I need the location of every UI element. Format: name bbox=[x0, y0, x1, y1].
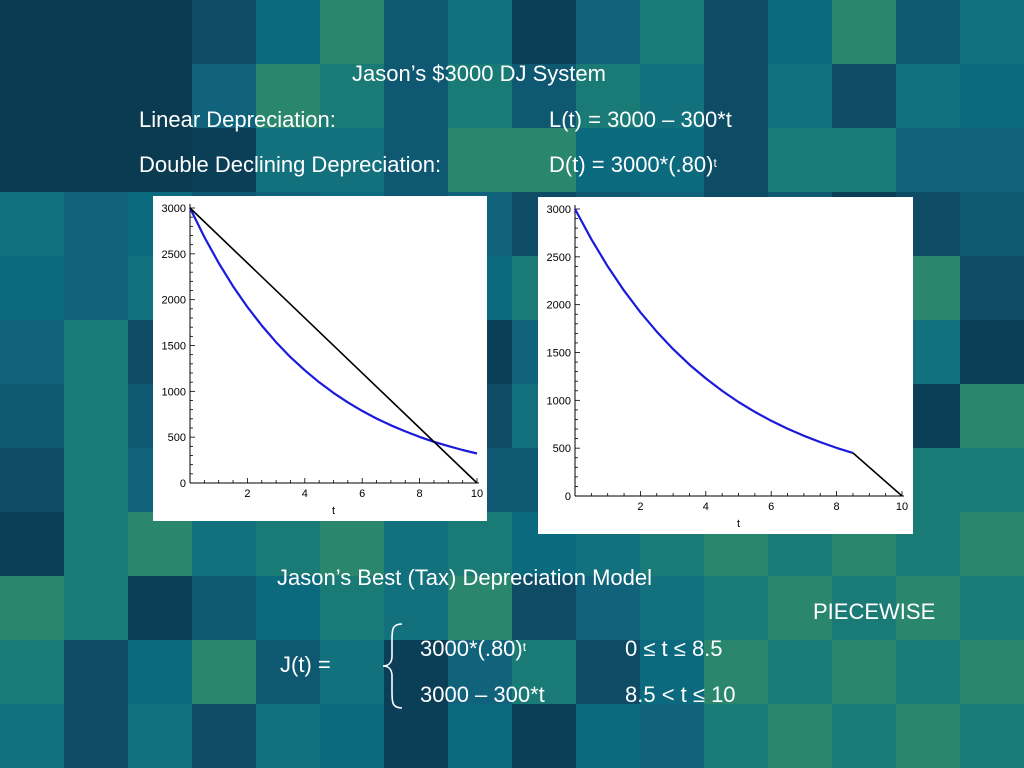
x-tick-label: 6 bbox=[768, 501, 774, 513]
y-tick-label: 2000 bbox=[547, 300, 571, 312]
double-formula: D(t) = 3000*(.80)t bbox=[549, 152, 717, 178]
y-tick-label: 3000 bbox=[162, 203, 186, 215]
linear-label: Linear Depreciation: bbox=[139, 107, 336, 132]
y-tick-label: 1000 bbox=[547, 395, 571, 407]
model-title: Jason’s Best (Tax) Depreciation Model bbox=[277, 565, 652, 590]
x-tick-label: 2 bbox=[244, 488, 250, 500]
linear-series-line bbox=[189, 207, 478, 484]
y-tick-label: 2000 bbox=[162, 295, 186, 307]
exponential-series-line bbox=[189, 207, 478, 455]
chart-left: 2 4 6 8 10 0 500 1000 1500 2000 2500 3000 t bbox=[162, 203, 484, 517]
y-tick-label: 1500 bbox=[162, 341, 186, 353]
y-tick-label: 0 bbox=[180, 478, 186, 490]
y-tick-label: 500 bbox=[168, 432, 186, 444]
x-axis-label: t bbox=[332, 505, 335, 517]
case2-condition: 8.5 < t ≤ 10 bbox=[625, 682, 736, 707]
case1-formula-exponent: t bbox=[522, 640, 527, 654]
double-formula-base: D(t) = 3000*(.80) bbox=[549, 152, 714, 177]
chart-panel-left: 2 4 6 8 10 0 500 1000 1500 2000 2500 3000 t bbox=[153, 196, 487, 521]
x-tick-label: 4 bbox=[703, 501, 709, 513]
chart-panel-right: 2 4 6 8 10 0 500 1000 1500 2000 2500 3000 t bbox=[538, 197, 913, 534]
y-tick-label: 0 bbox=[565, 491, 571, 503]
y-tick-label: 1000 bbox=[162, 386, 186, 398]
case1-formula: 3000*(.80)t bbox=[420, 636, 526, 662]
y-tick-label: 1500 bbox=[547, 348, 571, 360]
case1-condition: 0 ≤ t ≤ 8.5 bbox=[625, 636, 723, 661]
y-tick-label: 3000 bbox=[547, 204, 571, 216]
linear-formula: L(t) = 3000 – 300*t bbox=[549, 107, 732, 132]
double-formula-exponent: t bbox=[713, 156, 717, 170]
x-tick-label: 10 bbox=[896, 501, 908, 513]
y-tick-label: 500 bbox=[553, 443, 571, 455]
exponential-series-line bbox=[574, 208, 854, 454]
chart-right: 2 4 6 8 10 0 500 1000 1500 2000 2500 3000 t bbox=[547, 204, 909, 530]
y-tick-label: 2500 bbox=[547, 252, 571, 264]
y-tick-label: 2500 bbox=[162, 249, 186, 261]
x-tick-label: 4 bbox=[302, 488, 308, 500]
case1-formula-base: 3000*(.80) bbox=[420, 636, 523, 661]
linear-series-line bbox=[852, 452, 903, 497]
slide-title: Jason’s $3000 DJ System bbox=[352, 61, 606, 86]
x-tick-label: 6 bbox=[359, 488, 365, 500]
double-label: Double Declining Depreciation: bbox=[139, 152, 442, 177]
piecewise-label: PIECEWISE bbox=[813, 599, 936, 624]
x-tick-label: 2 bbox=[637, 501, 643, 513]
x-axis-label: t bbox=[737, 518, 740, 530]
x-tick-label: 10 bbox=[471, 488, 483, 500]
x-tick-label: 8 bbox=[834, 501, 840, 513]
x-tick-label: 8 bbox=[417, 488, 423, 500]
left-brace-icon bbox=[382, 623, 403, 709]
j-label: J(t) = bbox=[280, 652, 331, 677]
case2-formula: 3000 – 300*t bbox=[420, 682, 545, 707]
